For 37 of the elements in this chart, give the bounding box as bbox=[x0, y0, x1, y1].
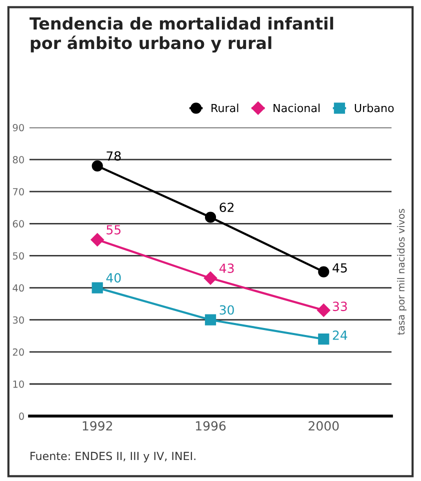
data-label: 78 bbox=[106, 151, 121, 161]
source-note: Fuente: ENDES II, III y IV, INEI. bbox=[30, 452, 196, 462]
point bbox=[204, 272, 218, 285]
legend-label: Nacional bbox=[274, 104, 320, 112]
x-tick-label: 1992 bbox=[82, 421, 112, 431]
point bbox=[317, 304, 330, 317]
y-tick-label: 40 bbox=[12, 284, 24, 292]
y-tick-label: 50 bbox=[12, 252, 24, 260]
point bbox=[318, 266, 330, 278]
point bbox=[92, 282, 103, 294]
y-tick-label: 70 bbox=[13, 188, 24, 196]
point bbox=[204, 314, 216, 326]
data-label: 33 bbox=[332, 302, 347, 312]
point bbox=[318, 334, 330, 345]
data-label: 43 bbox=[219, 264, 234, 273]
data-label: 55 bbox=[106, 225, 121, 234]
point bbox=[204, 212, 216, 223]
chart-title: Tendencia de mortalidad infantil por ámbito urbano y rural bbox=[30, 16, 334, 53]
y-tick-label: 30 bbox=[12, 316, 24, 324]
y-tick-label: 0 bbox=[19, 412, 24, 420]
y-tick-label: 60 bbox=[12, 220, 24, 228]
data-label: 24 bbox=[332, 330, 348, 340]
legend-label: Urbano bbox=[354, 104, 394, 112]
y-tick-label: 80 bbox=[12, 156, 24, 164]
x-tick-label: 2000 bbox=[308, 421, 339, 431]
y-axis-title: tasa por mil nacidos vivos bbox=[397, 208, 406, 335]
point bbox=[92, 160, 103, 172]
point bbox=[90, 233, 104, 246]
y-tick-label: 10 bbox=[13, 380, 24, 388]
y-tick-label: 90 bbox=[12, 124, 24, 132]
data-label: 40 bbox=[106, 273, 121, 283]
data-label: 30 bbox=[220, 305, 234, 315]
x-tick-label: 1996 bbox=[196, 421, 226, 431]
data-label: 62 bbox=[220, 202, 234, 212]
data-label: 45 bbox=[332, 263, 347, 273]
y-tick-label: 20 bbox=[12, 348, 24, 356]
legend-label: Rural bbox=[212, 104, 238, 112]
